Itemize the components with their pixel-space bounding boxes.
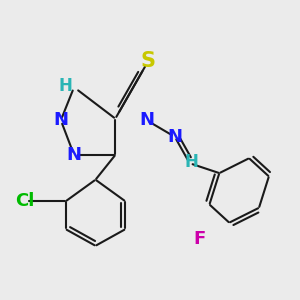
Text: Cl: Cl [15,192,34,210]
Text: N: N [67,146,82,164]
Text: N: N [139,111,154,129]
Text: H: H [59,76,73,94]
Text: N: N [167,128,182,146]
Text: S: S [141,51,156,71]
Text: N: N [53,111,68,129]
Text: F: F [194,230,206,248]
Text: H: H [184,153,198,171]
